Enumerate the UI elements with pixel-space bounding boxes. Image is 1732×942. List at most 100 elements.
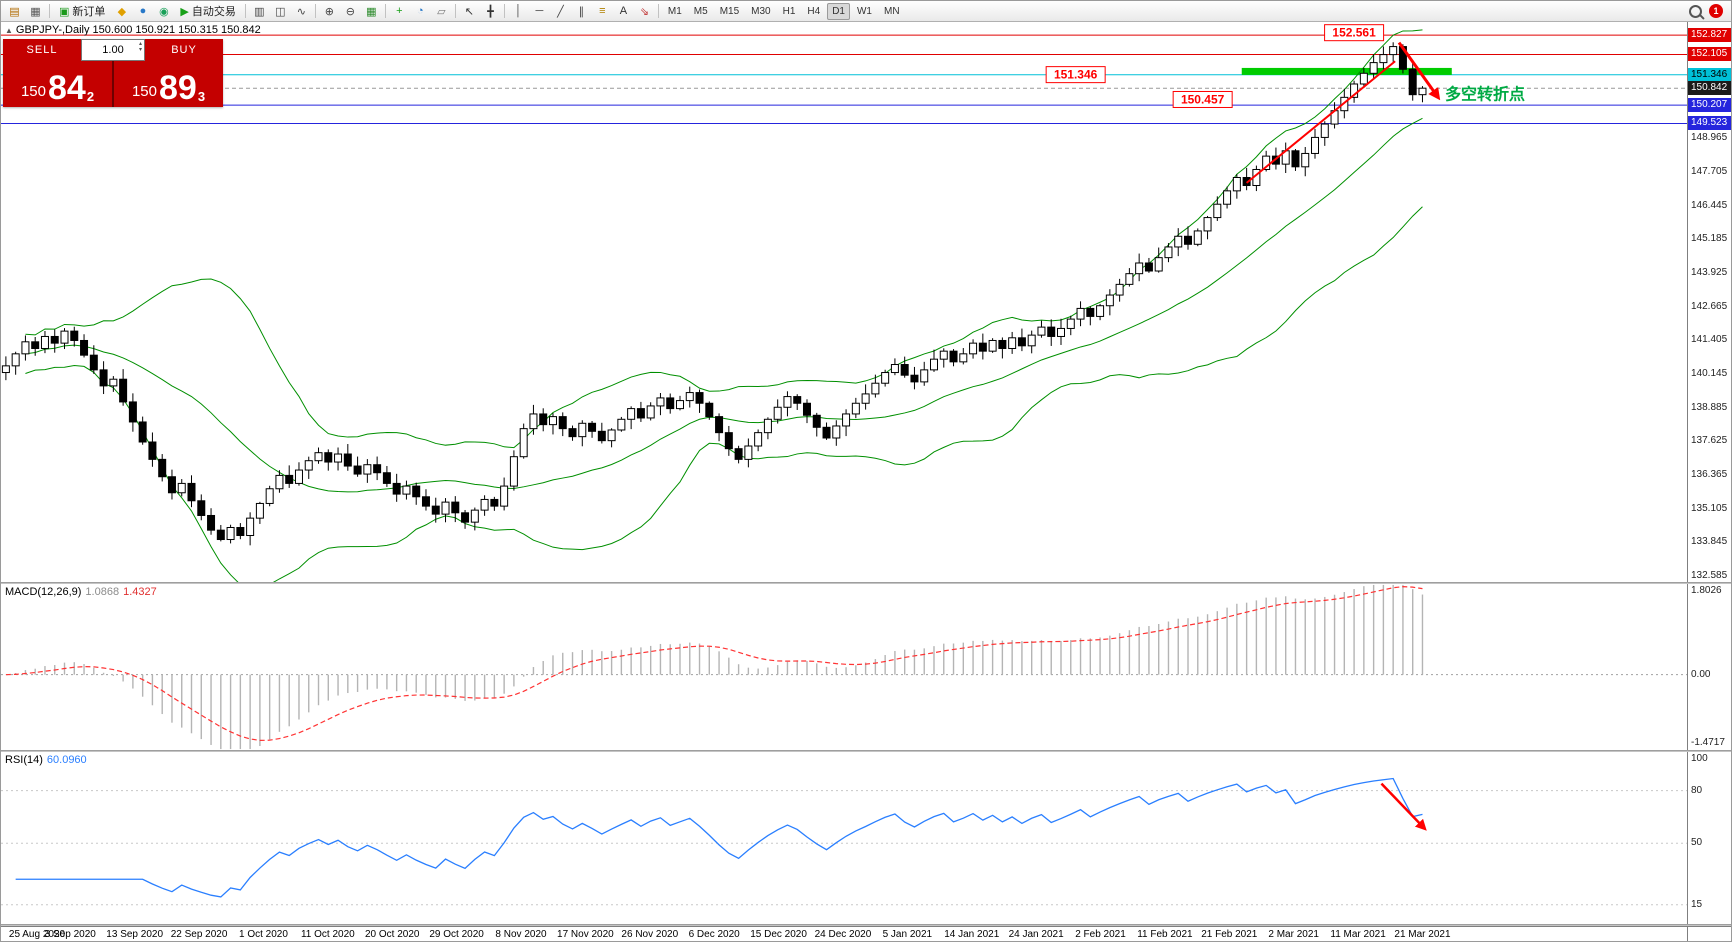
trendline-icon: ╱ — [557, 5, 564, 18]
candlestick-chart-button[interactable]: ◫ — [270, 2, 291, 21]
timeframe-mn[interactable]: MN — [883, 5, 900, 17]
timeframe-h1[interactable]: H1 — [782, 5, 796, 17]
timeframe-h4[interactable]: H4 — [807, 5, 821, 17]
ask-price-major: 150 — [131, 83, 157, 100]
candles-layer — [1, 42, 1427, 546]
price-tick-label: 133.845 — [1691, 536, 1728, 548]
price-callout-label[interactable]: 150.457 — [1172, 90, 1233, 108]
arrows-button[interactable]: ⇘ — [634, 2, 655, 21]
price-tick-label: 143.925 — [1691, 267, 1728, 278]
signals-button[interactable]: ◉ — [153, 2, 174, 21]
volume-stepper[interactable]: ▴ ▾ — [139, 41, 142, 53]
resistance-zone-bar[interactable] — [1241, 67, 1452, 75]
timeframe-m30[interactable]: M30 — [751, 5, 771, 17]
turning-point-note[interactable]: 多空转折点 — [1445, 85, 1525, 104]
bid-price-major: 150 — [20, 83, 46, 100]
stepper-up-icon[interactable]: ▴ — [138, 41, 142, 47]
toolbar-separator — [503, 4, 505, 18]
date-tick-label: 29 Oct 2020 — [429, 929, 484, 940]
candlestick-chart: 152.561 151.346 150.457 多空转折点 — [1, 24, 1689, 582]
bid-price-point: 2 — [86, 89, 95, 104]
buy-button[interactable]: BUY — [145, 39, 223, 61]
date-tick-label: 11 Oct 2020 — [300, 929, 355, 940]
pane-splitter[interactable] — [1, 582, 1731, 584]
fibonacci-button[interactable]: ≡ — [592, 2, 613, 21]
date-tick-label: 15 Dec 2020 — [750, 929, 807, 940]
tile-windows-button[interactable]: ▦ — [361, 2, 382, 21]
new-order-button[interactable]: ▣ 新订单 — [53, 2, 111, 21]
svg-text:151.346: 151.346 — [1054, 68, 1098, 82]
zoom-out-button[interactable]: ⊖ — [340, 2, 361, 21]
main-chart-pane[interactable]: 152.561 151.346 150.457 多空转折点 148.965 147.70… — [1, 22, 1731, 582]
macd-pane[interactable]: 1.8026 0.00 -1.4717 MACD(12,26,9) 1.0868 1.4… — [1, 584, 1731, 750]
text-button[interactable]: A — [613, 2, 634, 21]
price-level-badge: 149.523 — [1688, 116, 1731, 131]
pane-splitter[interactable] — [1, 750, 1731, 752]
toolbar-separator — [49, 4, 50, 18]
signals-icon: ◉ — [159, 5, 169, 18]
cursor-button[interactable]: ↖ — [459, 2, 480, 21]
price-tick-label: 145.185 — [1691, 233, 1728, 245]
rsi-scale-label: 50 — [1691, 837, 1703, 849]
templates-button[interactable]: ▱ — [431, 2, 452, 21]
svg-text:150.457: 150.457 — [1181, 92, 1225, 106]
time-axis[interactable]: 25 Aug 2020 3 Sep 2020 13 Sep 2020 22 Sep 2… — [1, 926, 1731, 941]
rsi-down-arrow-annotation[interactable] — [1380, 782, 1427, 831]
toolbar-separator — [657, 4, 659, 18]
chart-ohlc-values: 150.600 150.921 150.315 150.842 — [92, 24, 261, 36]
timeframe-m15[interactable]: M15 — [719, 5, 740, 17]
profiles-button[interactable]: ▦ — [25, 2, 46, 21]
date-tick-label: 1 Oct 2020 — [238, 929, 288, 940]
price-callout-label[interactable]: 151.346 — [1045, 66, 1106, 84]
reversal-arrow-annotation[interactable] — [1397, 41, 1441, 101]
trendline-button[interactable]: ╱ — [550, 2, 571, 21]
indicators-icon: + — [396, 5, 403, 17]
price-tick-label: 132.585 — [1691, 569, 1728, 581]
line-chart-icon: ∿ — [296, 5, 306, 18]
bar-chart-button[interactable]: ▥ — [249, 2, 270, 21]
timeframe-m1[interactable]: M1 — [667, 5, 682, 17]
indicators-button[interactable]: + — [389, 2, 410, 21]
axis-corner — [1687, 927, 1731, 941]
rsi-scale-label: 15 — [1691, 898, 1703, 910]
horizontal-line-button[interactable]: ─ — [529, 2, 550, 21]
channel-button[interactable]: ∥ — [571, 2, 592, 21]
chart-symbol-period: GBPJPY-,Daily — [15, 24, 90, 36]
timeframe-w1[interactable]: W1 — [856, 5, 872, 17]
rsi-pane[interactable]: 100 80 50 15 RSI(14) 60.0960 — [1, 752, 1731, 924]
volume-input[interactable]: 1.00 ▴ ▾ — [81, 39, 145, 61]
ask-price-pips: 89 — [158, 69, 197, 107]
periods-button[interactable]: ◔ — [410, 2, 431, 21]
rsi-scale-label: 80 — [1691, 784, 1703, 796]
sell-price-button[interactable]: 150 84 2 — [3, 61, 114, 107]
bid-price-pips: 84 — [47, 69, 86, 107]
candlestick-chart-icon: ◫ — [275, 5, 286, 18]
collapse-panel-icon[interactable]: ▲ — [5, 26, 13, 35]
arrows-icon: ⇘ — [639, 5, 649, 18]
autotrading-button[interactable]: ▶ 自动交易 — [174, 2, 241, 21]
new-chart-button[interactable]: ▤ — [4, 2, 25, 21]
bollinger-lower-band — [25, 206, 1423, 582]
macd-signal-value: 1.4327 — [123, 586, 157, 598]
timeframe-m5[interactable]: M5 — [693, 5, 708, 17]
price-tick-label: 142.665 — [1691, 300, 1728, 312]
pane-splitter[interactable] — [1, 924, 1731, 926]
metaeditor-button[interactable]: ◆ — [111, 2, 132, 21]
price-scale[interactable]: 148.965 147.705 146.445 145.185 143.925 142.6… — [1687, 22, 1731, 582]
market-button[interactable]: ● — [132, 2, 153, 21]
notification-badge[interactable]: 1 — [1709, 4, 1723, 18]
timeframe-d1[interactable]: D1 — [827, 2, 850, 20]
buy-price-button[interactable]: 150 89 3 — [114, 61, 223, 107]
sell-button[interactable]: SELL — [3, 39, 81, 61]
crosshair-button[interactable]: ╋ — [480, 2, 501, 21]
search-icon[interactable] — [1689, 4, 1702, 18]
market-icon: ● — [139, 5, 147, 17]
channel-icon: ∥ — [578, 5, 585, 18]
vertical-line-button[interactable]: │ — [508, 2, 529, 21]
trendline-annotation[interactable] — [1245, 60, 1396, 184]
toolbar-separator — [454, 4, 456, 18]
price-callout-label[interactable]: 152.561 — [1324, 24, 1385, 42]
stepper-down-icon[interactable]: ▾ — [138, 47, 142, 53]
zoom-in-button[interactable]: ⊕ — [319, 2, 340, 21]
line-chart-button[interactable]: ∿ — [291, 2, 312, 21]
